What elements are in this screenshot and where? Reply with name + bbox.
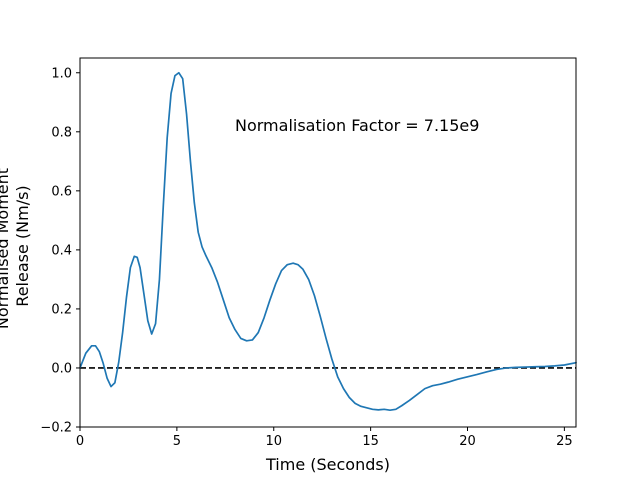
x-axis-label: Time (Seconds) — [265, 455, 390, 474]
x-tick-label: 5 — [173, 434, 181, 449]
x-tick-label: 0 — [76, 434, 84, 449]
plot-area — [79, 71, 577, 412]
y-tick-label: 0.0 — [51, 361, 72, 376]
normalisation-factor-annotation: Normalisation Factor = 7.15e9 — [235, 116, 479, 135]
y-tick-label: 1.0 — [51, 66, 72, 81]
y-tick-label: 0.6 — [51, 184, 72, 199]
x-tick-label: 10 — [265, 434, 282, 449]
axes-frame — [79, 57, 577, 428]
x-tick-label: 20 — [459, 434, 476, 449]
y-tick-label: 0.2 — [51, 302, 72, 317]
y-tick-label: −0.2 — [40, 421, 72, 436]
y-axis-label-line-2: Release (Nm/s) — [13, 185, 32, 306]
series-line — [79, 71, 577, 412]
x-tick-label: 25 — [556, 434, 573, 449]
axes: 0 5 10 15 20 25 −0.2 0.0 0.2 0.4 0.6 0.8 1.0 — [40, 57, 577, 449]
y-axis-label-line-1: Normalised Moment — [0, 168, 12, 329]
y-tick-label: 0.4 — [51, 243, 72, 258]
y-axis-label: Normalised Moment Release (Nm/s) — [0, 163, 32, 329]
y-tick-label: 0.8 — [51, 125, 72, 140]
x-tick-label: 15 — [362, 434, 379, 449]
